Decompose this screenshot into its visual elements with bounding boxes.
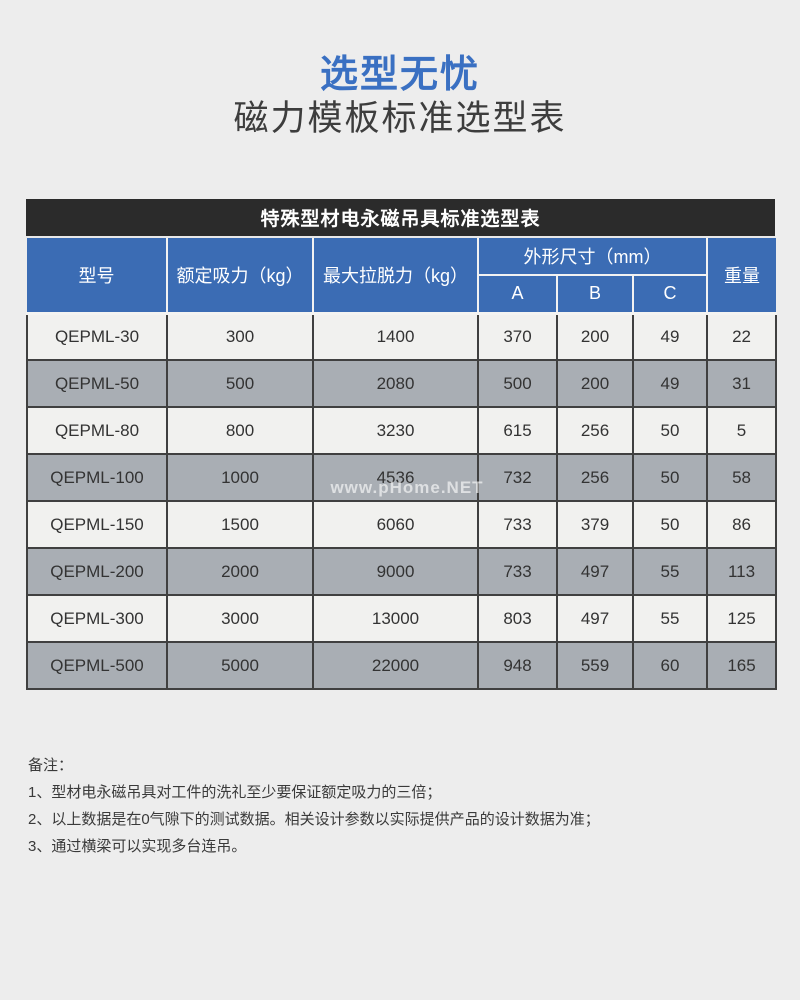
cell-model: QEPML-500 — [26, 641, 168, 691]
page-title: 选型无忧 — [319, 54, 480, 96]
cell-dim-b: 379 — [556, 500, 634, 550]
cell-rated: 5000 — [166, 641, 314, 691]
notes-label: 备注： — [28, 757, 74, 775]
table-row: QEPML-80 800 3230 615 256 50 5 — [26, 406, 778, 456]
table-row: QEPML-50 500 2080 500 200 49 31 — [26, 359, 778, 409]
cell-pull: 6060 — [312, 500, 479, 550]
cell-dim-a: 370 — [477, 311, 558, 362]
cell-rated: 300 — [166, 311, 314, 362]
cell-dim-b: 497 — [556, 594, 634, 644]
cell-rated: 1000 — [166, 453, 314, 503]
spec-table: 型号 额定吸力（kg） 最大拉脱力（kg） 外形尺寸（mm） 重量 A B C … — [26, 238, 778, 691]
cell-dim-c: 50 — [631, 406, 709, 456]
col-header-dimensions: 外形尺寸（mm） — [476, 238, 709, 277]
cell-dim-a: 500 — [477, 359, 558, 409]
cell-weight: 113 — [706, 547, 778, 597]
cell-weight: 86 — [706, 500, 778, 550]
cell-dim-a: 732 — [477, 453, 558, 503]
cell-model: QEPML-150 — [26, 500, 168, 550]
table-header: 型号 额定吸力（kg） 最大拉脱力（kg） 外形尺寸（mm） 重量 A B C — [27, 238, 777, 315]
cell-dim-c: 55 — [631, 547, 709, 597]
cell-weight: 165 — [706, 641, 778, 691]
cell-dim-a: 803 — [477, 594, 558, 644]
cell-weight: 125 — [706, 594, 778, 644]
cell-dim-a: 733 — [477, 500, 558, 550]
cell-dim-c: 60 — [631, 641, 709, 691]
cell-model: QEPML-80 — [26, 406, 168, 456]
note-item-1: 1、型材电永磁吊具对工件的洗礼至少要保证额定吸力的三倍； — [28, 784, 442, 802]
cell-dim-c: 50 — [631, 500, 709, 550]
col-header-dim-a: A — [478, 274, 558, 315]
table-row: QEPML-500 5000 22000 948 559 60 165 — [26, 641, 778, 691]
cell-model: QEPML-300 — [26, 594, 168, 644]
cell-dim-a: 733 — [477, 547, 558, 597]
col-header-dim-c: C — [631, 274, 709, 315]
cell-dim-c: 55 — [631, 594, 709, 644]
cell-rated: 2000 — [166, 547, 314, 597]
table-caption: 特殊型材电永磁吊具标准选型表 — [26, 199, 775, 239]
col-header-rated-suction: 额定吸力（kg） — [166, 238, 314, 315]
page-subtitle: 磁力模板标准选型表 — [233, 98, 567, 138]
notes-section: 备注： 1、型材电永磁吊具对工件的洗礼至少要保证额定吸力的三倍； 2、以上数据是… — [28, 752, 800, 860]
note-item-3: 3、通过横梁可以实现多台连吊。 — [28, 838, 247, 856]
cell-model: QEPML-30 — [26, 311, 168, 362]
cell-pull: 22000 — [312, 641, 479, 691]
table-row: QEPML-100 1000 4536 732 256 50 58 — [26, 453, 778, 503]
cell-pull: 3230 — [312, 406, 479, 456]
cell-dim-c: 49 — [631, 359, 709, 409]
cell-dim-c: 49 — [631, 311, 709, 362]
col-header-model: 型号 — [27, 238, 168, 315]
cell-pull: 13000 — [312, 594, 479, 644]
cell-dim-c: 50 — [631, 453, 709, 503]
cell-dim-b: 559 — [556, 641, 634, 691]
cell-dim-b: 200 — [556, 311, 634, 362]
cell-weight: 22 — [706, 311, 778, 362]
table-row: QEPML-150 1500 6060 733 379 50 86 — [26, 500, 778, 550]
cell-model: QEPML-50 — [26, 359, 168, 409]
spec-table-wrapper: 特殊型材电永磁吊具标准选型表 型号 额定吸力（kg） 最大拉脱力（kg） 外形尺… — [26, 199, 778, 691]
cell-dim-a: 948 — [477, 641, 558, 691]
cell-model: QEPML-100 — [26, 453, 168, 503]
note-item-2: 2、以上数据是在0气隙下的测试数据。相关设计参数以实际提供产品的设计数据为准； — [28, 811, 600, 829]
cell-pull: 2080 — [312, 359, 479, 409]
cell-dim-b: 200 — [556, 359, 634, 409]
cell-pull: 9000 — [312, 547, 479, 597]
table-row: QEPML-200 2000 9000 733 497 55 113 — [26, 547, 778, 597]
table-body: QEPML-30 300 1400 370 200 49 22 QEPML-50… — [26, 311, 778, 691]
cell-dim-b: 256 — [556, 453, 634, 503]
cell-weight: 5 — [706, 406, 778, 456]
cell-pull: 4536 — [312, 453, 479, 503]
cell-rated: 800 — [166, 406, 314, 456]
cell-weight: 58 — [706, 453, 778, 503]
cell-rated: 1500 — [166, 500, 314, 550]
cell-dim-a: 615 — [477, 406, 558, 456]
table-row: QEPML-300 3000 13000 803 497 55 125 — [26, 594, 778, 644]
cell-rated: 500 — [166, 359, 314, 409]
col-header-dim-b: B — [556, 274, 634, 315]
col-header-max-pull-off: 最大拉脱力（kg） — [312, 238, 479, 315]
cell-weight: 31 — [706, 359, 778, 409]
col-header-weight: 重量 — [706, 238, 777, 315]
cell-rated: 3000 — [166, 594, 314, 644]
cell-pull: 1400 — [312, 311, 479, 362]
cell-dim-b: 256 — [556, 406, 634, 456]
cell-dim-b: 497 — [556, 547, 634, 597]
table-row: QEPML-30 300 1400 370 200 49 22 — [26, 311, 778, 362]
cell-model: QEPML-200 — [26, 547, 168, 597]
